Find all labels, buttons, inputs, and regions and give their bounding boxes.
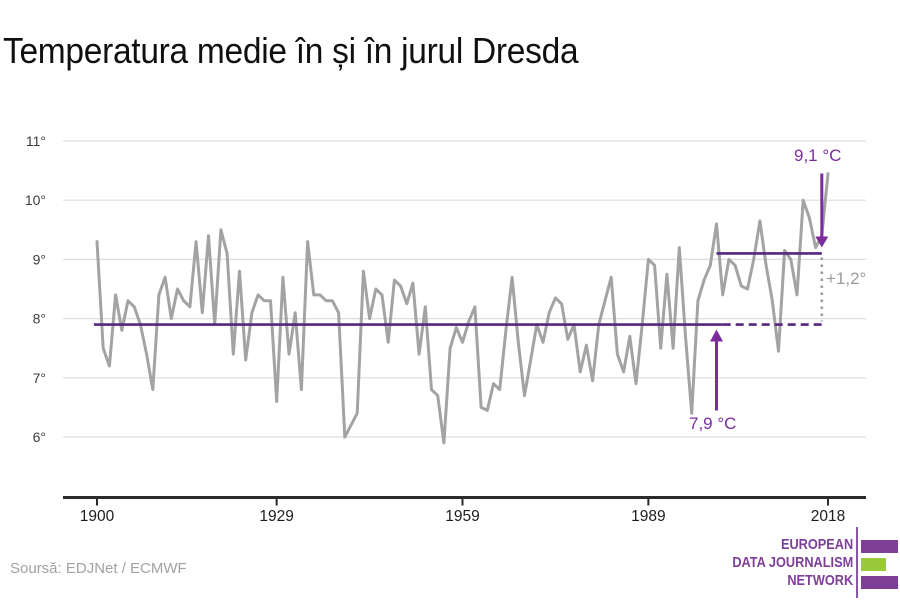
x-tick-label: 1929 — [259, 508, 293, 525]
edjn-logo-divider — [856, 527, 858, 598]
page-title: Temperatura medie în și în jurul Dresda — [3, 30, 579, 72]
annotation-difference: +1,2° — [826, 269, 867, 288]
y-tick-label: 10° — [25, 192, 46, 208]
temperature-series-line — [95, 172, 830, 445]
y-tick-label: 7° — [33, 370, 46, 386]
x-tick-label: 2018 — [811, 508, 845, 525]
edjn-logo-line-2: DATA JOURNALISM — [732, 554, 853, 571]
x-tick-label: 1900 — [80, 508, 115, 525]
edjn-logo-bar-bottom — [861, 576, 898, 589]
edjn-logo-bar-middle — [861, 558, 886, 571]
y-tick-label: 8° — [33, 311, 46, 327]
x-tick-label: 1989 — [631, 508, 665, 525]
edjn-logo-line-3: NETWORK — [787, 572, 853, 589]
annotation-recent-average: 9,1 °C — [794, 146, 842, 165]
arrow-head-down — [815, 236, 829, 248]
annotation-historic-average: 7,9 °C — [689, 414, 737, 433]
y-tick-label: 6° — [33, 429, 46, 445]
edjn-logo-bar-top — [861, 540, 898, 553]
source-text: Soursă: EDJNet / ECMWF — [10, 560, 187, 577]
x-tick-label: 1959 — [445, 508, 479, 525]
edjn-logo-line-1: EUROPEAN — [780, 536, 853, 553]
y-tick-label: 9° — [33, 251, 46, 267]
arrow-head-up — [710, 329, 723, 342]
edjn-logo-text: EUROPEAN DATA JOURNALISM NETWORK — [732, 536, 853, 590]
y-tick-label: 11° — [26, 133, 46, 149]
edjn-logo: EUROPEAN DATA JOURNALISM NETWORK — [700, 525, 900, 600]
